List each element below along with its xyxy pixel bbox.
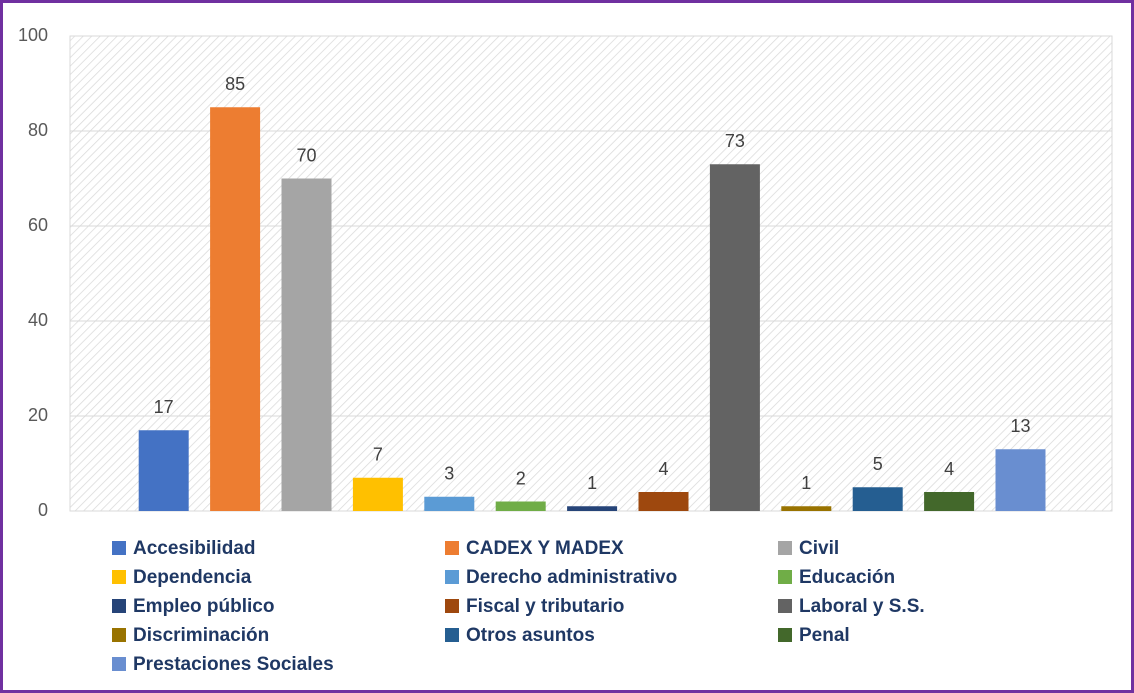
- legend-label: Empleo público: [133, 596, 274, 617]
- legend-label: Discriminación: [133, 625, 269, 646]
- bar: [281, 178, 332, 511]
- legend-label: Derecho administrativo: [466, 567, 677, 588]
- y-tick-label: 60: [28, 215, 48, 235]
- bar: [924, 492, 975, 511]
- legend-swatch: [445, 599, 459, 613]
- legend-label: Prestaciones Sociales: [133, 654, 334, 675]
- legend-swatch: [778, 628, 792, 642]
- legend-swatch: [112, 570, 126, 584]
- legend-label: Accesibilidad: [133, 538, 256, 559]
- legend-label: Fiscal y tributario: [466, 596, 624, 617]
- bar: [567, 506, 618, 511]
- y-tick-label: 80: [28, 120, 48, 140]
- data-label: 17: [154, 397, 174, 417]
- legend-label: Civil: [799, 538, 839, 559]
- legend-label: Dependencia: [133, 567, 252, 588]
- y-tick-label: 100: [18, 25, 48, 45]
- data-label: 4: [658, 459, 668, 479]
- legend-swatch: [778, 570, 792, 584]
- data-label: 73: [725, 131, 745, 151]
- legend-swatch: [778, 599, 792, 613]
- legend-swatch: [445, 570, 459, 584]
- y-tick-label: 40: [28, 310, 48, 330]
- legend-swatch: [112, 599, 126, 613]
- legend-swatch: [112, 541, 126, 555]
- data-label: 85: [225, 74, 245, 94]
- y-tick-label: 0: [38, 500, 48, 520]
- legend-label: CADEX Y MADEX: [466, 538, 624, 559]
- bar: [995, 449, 1046, 511]
- legend-swatch: [112, 657, 126, 671]
- data-label: 1: [587, 473, 597, 493]
- data-label: 4: [944, 459, 954, 479]
- data-label: 2: [516, 468, 526, 488]
- data-label: 5: [873, 454, 883, 474]
- legend-swatch: [445, 628, 459, 642]
- bar: [210, 107, 261, 511]
- legend-swatch: [112, 628, 126, 642]
- y-tick-label: 20: [28, 405, 48, 425]
- bar: [781, 506, 832, 511]
- bar: [138, 430, 189, 511]
- legend-label: Laboral y S.S.: [799, 596, 925, 617]
- bar: [709, 164, 760, 511]
- bar: [638, 492, 689, 511]
- bar: [495, 501, 546, 511]
- data-label: 1: [801, 473, 811, 493]
- legend-swatch: [778, 541, 792, 555]
- legend-label: Educación: [799, 567, 895, 588]
- legend-label: Penal: [799, 625, 850, 646]
- data-label: 70: [296, 145, 316, 165]
- data-label: 3: [444, 464, 454, 484]
- bar: [352, 477, 403, 511]
- bar: [424, 496, 475, 511]
- data-label: 7: [373, 445, 383, 465]
- data-label: 13: [1010, 416, 1030, 436]
- bar: [852, 487, 903, 511]
- legend-swatch: [445, 541, 459, 555]
- legend-label: Otros asuntos: [466, 625, 595, 646]
